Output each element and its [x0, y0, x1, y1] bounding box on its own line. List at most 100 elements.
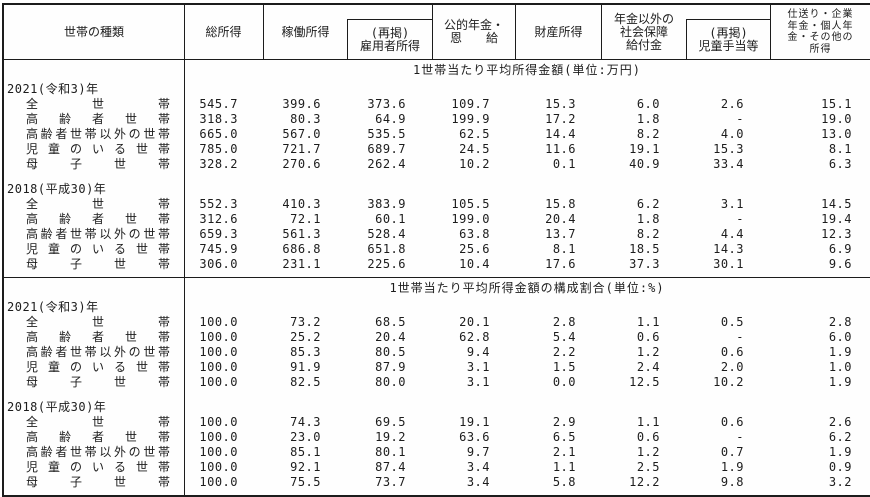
value-cell: 528.4 — [367, 227, 406, 241]
value-cell: 2.9 — [552, 415, 576, 429]
value-cell: 92.1 — [290, 460, 321, 474]
value-cell: 5.8 — [552, 475, 576, 489]
value-cell: 63.6 — [459, 430, 490, 444]
value-cell: 1.9 — [828, 445, 852, 459]
value-cell: 73.7 — [375, 475, 406, 489]
value-cell: 64.9 — [375, 112, 406, 126]
year-block: 2021(令和3)年 全世帯 100.0 73.2 68.5 20.1 2.8 1.1 0.5 2… — [4, 299, 870, 390]
value-cell: 63.8 — [459, 227, 490, 241]
value-cell: 1.8 — [636, 112, 660, 126]
value-cell: 20.4 — [545, 212, 576, 226]
value-cell: 105.5 — [451, 197, 490, 211]
value-cell: 100.0 — [199, 330, 238, 344]
value-cell: 100.0 — [199, 415, 238, 429]
value-cell: 1.2 — [636, 445, 660, 459]
value-cell: 2.6 — [828, 415, 852, 429]
value-cell: 651.8 — [367, 242, 406, 256]
header-cell-child-allowance: (再掲) 児童手当等 — [686, 19, 770, 59]
section-title-spacer — [4, 60, 184, 80]
value-cell: 231.1 — [282, 257, 321, 271]
value-cell: 3.1 — [466, 360, 490, 374]
value-cell: 0.6 — [636, 430, 660, 444]
value-cell: 318.3 — [199, 112, 238, 126]
value-cell: 19.2 — [375, 430, 406, 444]
value-cell: - — [736, 112, 744, 126]
value-cell: 19.1 — [629, 142, 660, 156]
value-cell: 80.1 — [375, 445, 406, 459]
header-cell-earned-income: 稼働所得 — [281, 24, 330, 39]
value-cell: 1.9 — [828, 375, 852, 389]
value-cell: 1.0 — [828, 360, 852, 374]
value-cell: 8.2 — [636, 227, 660, 241]
value-cell: 37.3 — [629, 257, 660, 271]
table-row: 全世帯 100.0 73.2 68.5 20.1 2.8 1.1 0.5 2.8 — [4, 315, 870, 330]
table-row: 母子世帯 306.0 231.1 225.6 10.4 17.6 37.3 30.1 9.6 — [4, 257, 870, 272]
year-label: 2018(平成30)年 — [7, 400, 107, 414]
value-cell: 14.5 — [821, 197, 852, 211]
value-cell: 100.0 — [199, 315, 238, 329]
table-row: 児童のいる世帯 785.0 721.7 689.7 24.5 11.6 19.1 15.3 8.… — [4, 142, 870, 157]
value-cell: 9.7 — [466, 445, 490, 459]
value-cell: 383.9 — [367, 197, 406, 211]
value-cell: 659.3 — [199, 227, 238, 241]
value-cell: 1.8 — [636, 212, 660, 226]
value-cell: 19.1 — [459, 415, 490, 429]
value-cell: 23.0 — [290, 430, 321, 444]
table-row: 高齢者世帯 318.3 80.3 64.9 199.9 17.2 1.8 - 19.0 — [4, 112, 870, 127]
value-cell: 72.1 — [290, 212, 321, 226]
value-cell: 25.2 — [290, 330, 321, 344]
value-cell: 399.6 — [282, 97, 321, 111]
value-cell: 410.3 — [282, 197, 321, 211]
value-cell: 721.7 — [282, 142, 321, 156]
value-cell: 312.6 — [199, 212, 238, 226]
value-cell: 100.0 — [199, 375, 238, 389]
value-cell: 100.0 — [199, 445, 238, 459]
year-label: 2021(令和3)年 — [7, 300, 99, 314]
value-cell: 80.0 — [375, 375, 406, 389]
value-cell: 11.6 — [545, 142, 576, 156]
value-cell: 14.4 — [545, 127, 576, 141]
value-cell: - — [736, 330, 744, 344]
value-cell: 8.1 — [552, 242, 576, 256]
value-cell: 3.4 — [466, 460, 490, 474]
table-row: 児童のいる世帯 745.9 686.8 651.8 25.6 8.1 18.5 14.3 6.9 — [4, 242, 870, 257]
value-cell: 10.4 — [459, 257, 490, 271]
value-cell: 3.4 — [466, 475, 490, 489]
value-cell: 686.8 — [282, 242, 321, 256]
value-cell: 19.4 — [821, 212, 852, 226]
table-row: 高齢者世帯以外の世帯 100.0 85.1 80.1 9.7 2.1 1.2 0.7 1.9 — [4, 445, 870, 460]
value-cell: 100.0 — [199, 460, 238, 474]
value-cell: 373.6 — [367, 97, 406, 111]
value-cell: 3.1 — [466, 375, 490, 389]
income-statistics-table: 世帯の種類 総所得 稼働所得 (再掲) 雇用者所得 公的年金・ 恩 給 財産所得… — [2, 3, 870, 497]
value-cell: 4.4 — [720, 227, 744, 241]
value-cell: 1.1 — [636, 415, 660, 429]
row-label: 母子世帯 — [26, 475, 170, 489]
table-row: 児童のいる世帯 100.0 91.9 87.9 3.1 1.5 2.4 2.0 1.0 — [4, 360, 870, 375]
value-cell: 199.9 — [451, 112, 490, 126]
year-block: 2021(令和3)年 全世帯 545.7 399.6 373.6 109.7 15.3 6.0… — [4, 81, 870, 172]
value-cell: 12.3 — [821, 227, 852, 241]
value-cell: 100.0 — [199, 475, 238, 489]
value-cell: 109.7 — [451, 97, 490, 111]
value-cell: 13.0 — [821, 127, 852, 141]
value-cell: 328.2 — [199, 157, 238, 171]
value-cell: 2.2 — [552, 345, 576, 359]
row-label: 児童のいる世帯 — [26, 242, 170, 256]
value-cell: 535.5 — [367, 127, 406, 141]
section-title: 1世帯当たり平均所得金額(単位:万円) — [413, 63, 641, 77]
value-cell: 545.7 — [199, 97, 238, 111]
row-label: 全世帯 — [26, 197, 170, 211]
section-average-amount: 1世帯当たり平均所得金額(単位:万円) 2021(令和3)年 全世帯 545.7 39… — [4, 60, 870, 277]
row-label: 全世帯 — [26, 315, 170, 329]
value-cell: 12.2 — [629, 475, 660, 489]
value-cell: 24.5 — [459, 142, 490, 156]
value-cell: 0.6 — [720, 345, 744, 359]
table-row: 全世帯 552.3 410.3 383.9 105.5 15.8 6.2 3.1 14.5 — [4, 197, 870, 212]
value-cell: 262.4 — [367, 157, 406, 171]
row-label: 母子世帯 — [26, 375, 170, 389]
value-cell: 561.3 — [282, 227, 321, 241]
section-title-row: 1世帯当たり平均所得金額(単位:万円) — [4, 60, 870, 80]
value-cell: 15.1 — [821, 97, 852, 111]
value-cell: 6.0 — [636, 97, 660, 111]
